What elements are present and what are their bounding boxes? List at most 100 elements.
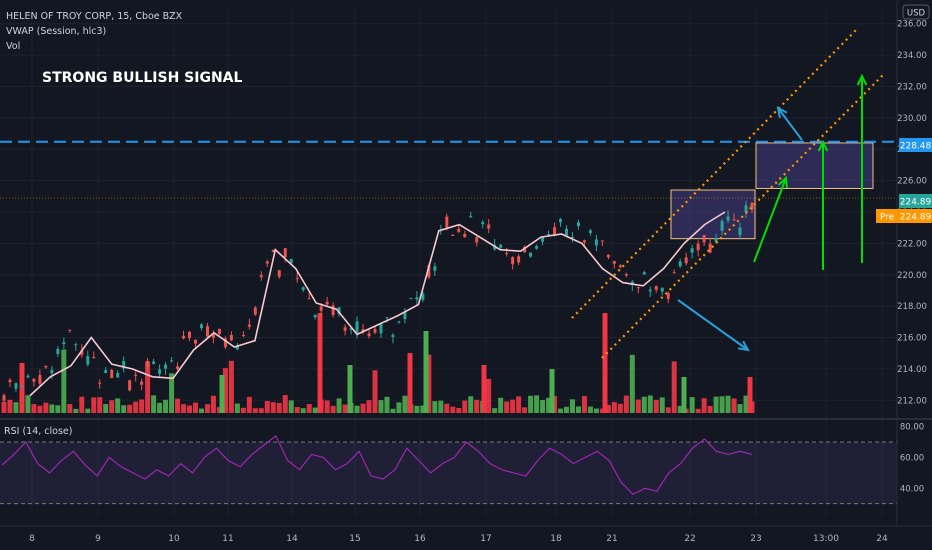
volume-bar — [127, 404, 133, 413]
time-tick-label: 21 — [606, 534, 617, 544]
candle-body — [152, 361, 156, 365]
volume-bar — [151, 395, 157, 413]
volume-bar — [347, 365, 353, 413]
channel-upper-line — [571, 27, 859, 319]
volume-bar — [240, 407, 246, 413]
volume-bar — [522, 407, 528, 413]
candle-body — [654, 286, 658, 290]
volume-bar — [396, 402, 402, 413]
volume-bar — [731, 398, 737, 413]
candle-body — [277, 270, 281, 277]
volume-bar — [55, 405, 61, 413]
vwap-indicator-label[interactable]: VWAP (Session, hlc3) — [6, 26, 106, 37]
volume-bar — [481, 365, 487, 413]
candle-body — [666, 292, 670, 299]
candle-body — [367, 333, 371, 337]
time-tick-label: 24 — [876, 534, 888, 544]
volume-bar — [420, 405, 426, 413]
candle-body — [672, 272, 676, 274]
candle-body — [44, 366, 48, 368]
candle-body — [696, 243, 700, 251]
time-tick-label: 8 — [29, 534, 35, 544]
volume-bar — [13, 402, 19, 413]
volume-bar — [384, 396, 390, 413]
volume-bar — [330, 405, 336, 413]
volume-bar — [486, 378, 492, 413]
volume-bar — [558, 408, 564, 413]
candle-body — [618, 265, 622, 268]
candle-body — [253, 307, 257, 315]
candle-body — [355, 321, 359, 333]
volume-bar — [222, 368, 228, 413]
candle-body — [600, 240, 604, 242]
candle-body — [732, 219, 736, 221]
candle-body — [690, 248, 694, 253]
volume-bar — [504, 401, 510, 413]
price-tick-label: 232.00 — [897, 82, 927, 92]
candle-body — [523, 247, 527, 253]
price-tick-label: 212.00 — [897, 396, 927, 406]
volume-bar — [450, 406, 456, 413]
time-tick-label: 18 — [550, 534, 562, 544]
blue-arrow-down — [677, 299, 749, 351]
candle-body — [499, 244, 503, 248]
volume-bar — [611, 402, 617, 413]
vwap-line — [29, 211, 726, 397]
volume-bar — [288, 400, 294, 413]
candle-body — [116, 372, 120, 378]
premarket-badge — [876, 209, 932, 223]
volume-bar — [264, 401, 270, 413]
volume-bar — [67, 403, 73, 413]
candle-body — [26, 375, 30, 378]
time-tick-label: 15 — [349, 534, 360, 544]
candle-body — [385, 317, 389, 319]
candle-body — [612, 261, 616, 264]
price-tick-label: 230.00 — [897, 114, 927, 124]
rsi-tick-label: 60.00 — [900, 453, 924, 463]
candle-body — [541, 237, 545, 242]
volume-bar — [73, 408, 79, 413]
time-tick-label: 11 — [222, 534, 233, 544]
blue-arrow-down-head — [737, 340, 750, 352]
price-tick-label: 214.00 — [897, 365, 927, 375]
candle-body — [247, 324, 251, 327]
rsi-indicator-label[interactable]: RSI (14, close) — [4, 426, 72, 437]
volume-bar — [474, 399, 480, 413]
volume-bar — [25, 395, 31, 413]
time-tick-label: 10 — [168, 534, 180, 544]
volume-bar — [97, 397, 103, 413]
green-arrow-3-head — [856, 73, 868, 86]
vwap-path — [29, 211, 726, 397]
volume-bar — [623, 395, 629, 413]
volume-bar — [169, 373, 175, 413]
volume-bar — [563, 406, 569, 413]
volume-bar — [510, 399, 516, 413]
volume-bar — [145, 361, 151, 413]
price-tick-label: 220.00 — [897, 271, 927, 281]
volume-bar — [198, 408, 204, 413]
grid — [0, 8, 897, 516]
volume-bar — [725, 395, 731, 413]
currency-button[interactable] — [902, 4, 930, 20]
candle-body — [223, 338, 227, 348]
annotation-text[interactable]: STRONG BULLISH SIGNAL — [42, 70, 242, 86]
candle-body — [98, 382, 102, 384]
candle-body — [511, 257, 515, 265]
candle-body — [313, 315, 317, 318]
volume-bar — [115, 398, 121, 413]
volume-bar — [456, 408, 462, 413]
volume-indicator-label[interactable]: Vol — [6, 41, 20, 52]
time-tick-label: 9 — [95, 534, 101, 544]
rsi-line — [1, 434, 753, 496]
candle-body — [182, 335, 186, 339]
candle-body — [349, 328, 353, 330]
candle-body — [68, 329, 72, 331]
volume-bar — [216, 407, 222, 413]
volume-bar — [569, 399, 575, 413]
rsi-tick-label: 40.00 — [900, 484, 924, 494]
candle-body — [128, 380, 132, 391]
volume-bar — [91, 397, 97, 413]
candle-body — [660, 287, 664, 292]
volume-bar — [324, 400, 330, 413]
